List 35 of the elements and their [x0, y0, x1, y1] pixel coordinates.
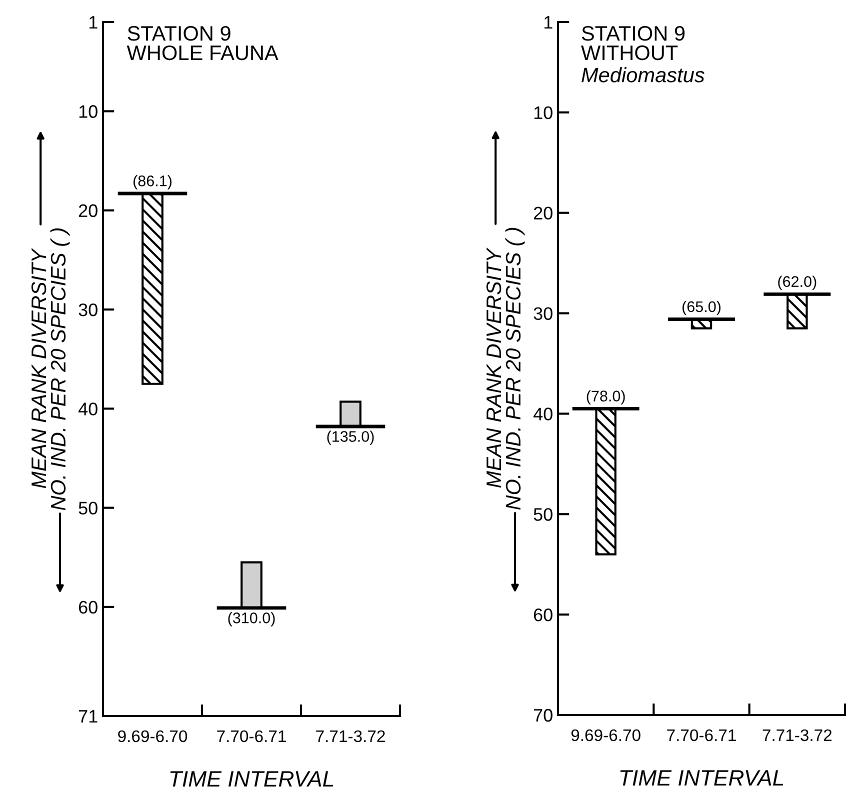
annotation: (86.1): [133, 175, 172, 190]
x-tick-label: 7.70-6.71: [217, 730, 286, 742]
annotation: (62.0): [778, 276, 816, 290]
y-axis-title: MEAN RANK DIVERSITY NO. IND. PER 20 SPECIES ( ): [486, 228, 525, 510]
text: STATION 9 WHOLE FAUNA: [126, 26, 278, 60]
y-axis-title: MEAN RANK DIVERSITY NO. IND. PER 20 SPECIES ( ): [31, 228, 70, 510]
y-tick-label: 70: [534, 708, 552, 722]
y-tick-label: 50: [534, 508, 552, 521]
y-tick-label: 60: [534, 608, 552, 622]
y-tick-label: 10: [534, 106, 552, 120]
y-tick-label: 40: [78, 402, 98, 416]
text: Mediomastus: [582, 67, 704, 82]
y-tick-label: 1: [544, 16, 552, 29]
x-tick-label: 7.70-6.71: [667, 729, 736, 742]
x-tick-label: 7.71-3.72: [762, 729, 832, 742]
x-tick-label: 9.69-6.70: [571, 729, 640, 742]
annotation: (310.0): [228, 612, 275, 626]
y-tick-label: 50: [78, 502, 98, 515]
y-tick-label: 30: [78, 303, 98, 316]
y-tick-label: 20: [534, 206, 552, 220]
annotation: (65.0): [682, 300, 721, 316]
x-tick-label: 9.69-6.70: [118, 730, 188, 742]
y-tick-label: 10: [79, 105, 98, 118]
x-axis-title: TIME INTERVAL: [620, 770, 784, 786]
y-tick-label: 1: [89, 16, 98, 29]
text: STATION 9 WITHOUT: [581, 26, 685, 60]
y-tick-label: 30: [534, 307, 552, 320]
annotation: (135.0): [327, 430, 374, 445]
x-axis-title: TIME INTERVAL: [170, 771, 334, 787]
x-tick-label: 7.71-3.72: [316, 730, 385, 742]
y-tick-label: 20: [78, 204, 98, 218]
y-tick-label: 60: [78, 600, 98, 614]
annotation: (78.0): [586, 390, 625, 404]
y-tick-label: 71: [78, 710, 98, 723]
y-tick-label: 40: [533, 408, 552, 420]
